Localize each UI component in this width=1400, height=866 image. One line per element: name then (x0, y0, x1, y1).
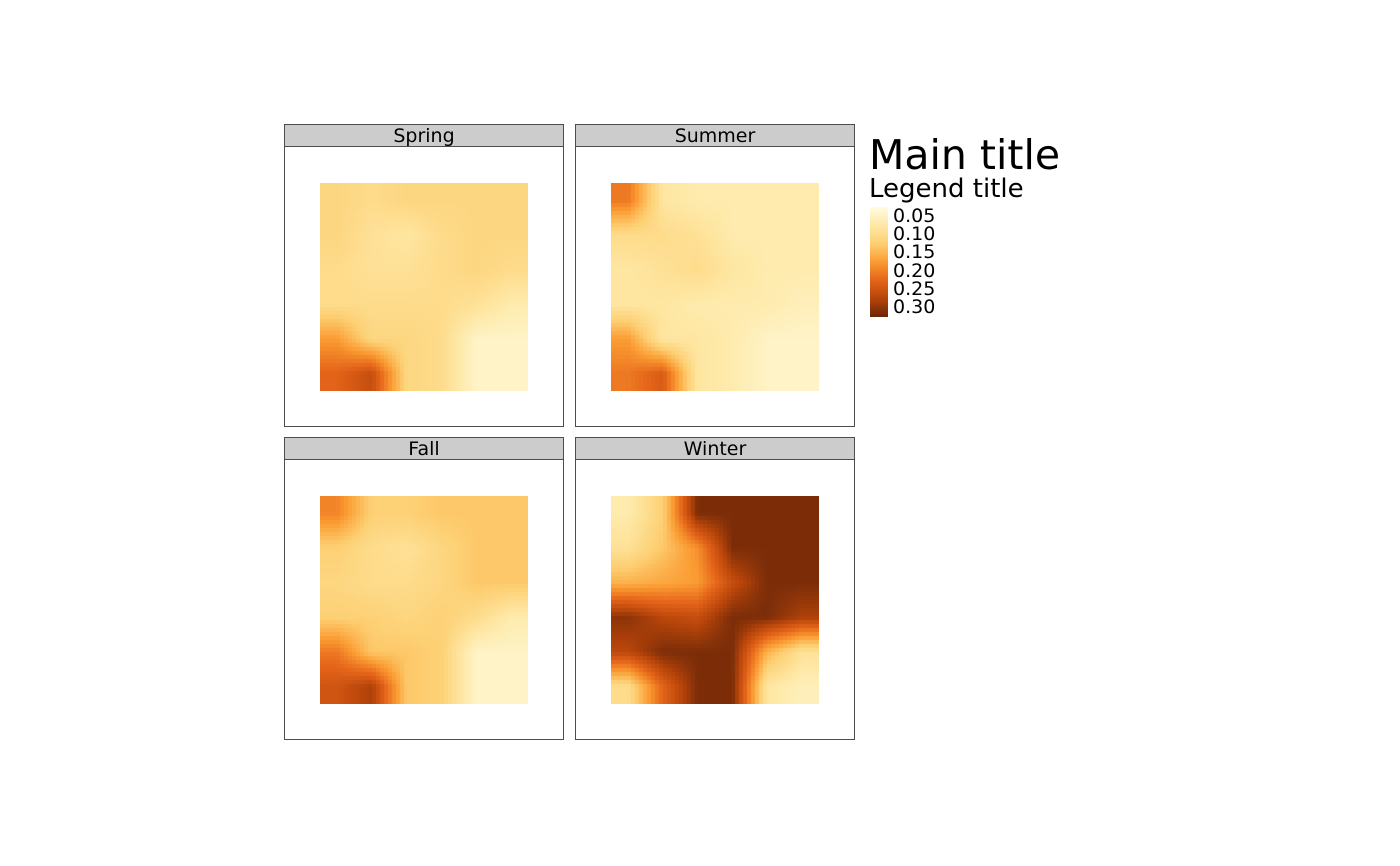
legend-tick-label: 0.30 (893, 296, 936, 318)
legend-title: Legend title (869, 174, 1024, 204)
heatmap-summer (611, 183, 819, 391)
facet-strip-summer: Summer (576, 125, 854, 147)
legend-tick-label: 0.20 (893, 259, 936, 282)
heatmap-winter (611, 496, 819, 704)
facet-strip-winter: Winter (576, 438, 854, 460)
facet-strip-spring: Spring (285, 125, 563, 147)
facet-panel-spring: Spring (284, 124, 564, 427)
facet-panel-fall: Fall (284, 437, 564, 740)
legend-color-bar (870, 207, 888, 317)
heatmap-fall (320, 496, 528, 704)
legend-tick-label: 0.05 (893, 205, 936, 227)
facet-panel-summer: Summer (575, 124, 855, 427)
facet-panel-winter: Winter (575, 437, 855, 740)
main-title: Main title (869, 131, 1061, 179)
legend-tick-label: 0.10 (893, 223, 936, 246)
legend-tick-label: 0.15 (893, 241, 936, 264)
facet-strip-fall: Fall (285, 438, 563, 460)
heatmap-spring (320, 183, 528, 391)
legend-tick-label: 0.25 (893, 277, 936, 300)
